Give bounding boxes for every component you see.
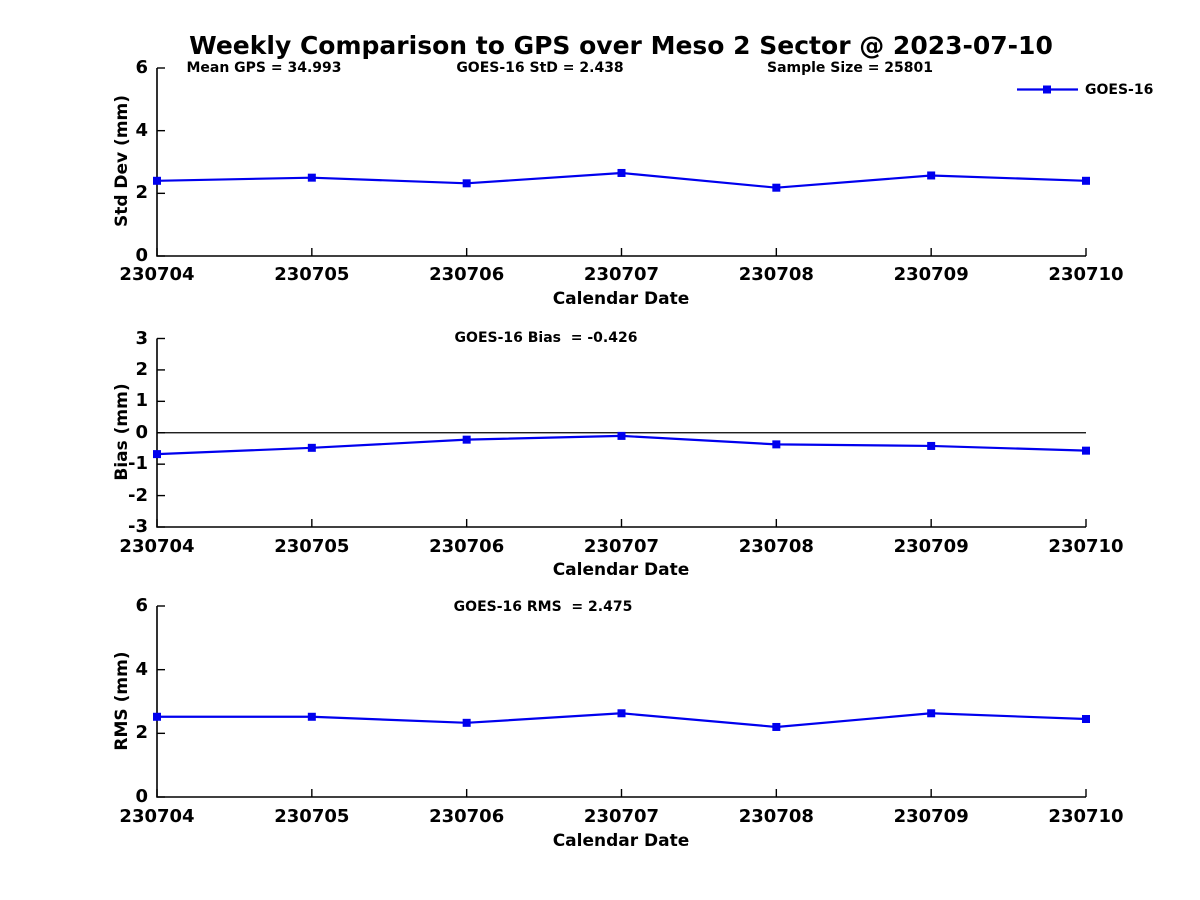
data-point-marker	[462, 179, 471, 188]
y-tick-label: 1	[135, 390, 148, 412]
data-point-marker	[153, 176, 161, 185]
stat-goes16-bias: GOES-16 Bias = -0.426	[454, 330, 638, 346]
x-axis-label-calendar-date: Calendar Date	[552, 831, 690, 851]
y-tick-label: 0	[135, 245, 148, 266]
x-tick-label: 230704	[119, 264, 195, 285]
legend: GOES-16	[1016, 82, 1166, 98]
x-tick-label: 230707	[583, 806, 660, 827]
x-tick-label: 230710	[1048, 264, 1124, 285]
data-point-marker	[927, 171, 936, 180]
x-tick-label: 230710	[1048, 536, 1124, 557]
x-tick-label: 230705	[274, 536, 350, 557]
data-point-marker	[1082, 715, 1090, 724]
legend-label: GOES-16	[1085, 82, 1154, 98]
x-tick-label: 230706	[429, 536, 505, 557]
data-point-marker	[462, 435, 471, 444]
stat-mean-gps: Mean GPS = 34.993	[186, 60, 342, 76]
chart-title: Weekly Comparison to GPS over Meso 2 Sec…	[189, 31, 1053, 60]
y-tick-label: 2	[135, 182, 148, 204]
data-point-marker	[153, 450, 161, 459]
x-tick-label: 230710	[1048, 806, 1124, 827]
y-tick-label: 6	[135, 595, 148, 616]
data-point-marker	[617, 709, 626, 718]
y-tick-label: 2	[135, 358, 148, 380]
data-point-marker	[772, 183, 781, 192]
data-point-marker	[153, 712, 161, 721]
y-tick-label: 4	[135, 119, 148, 141]
x-tick-label: 230708	[738, 806, 814, 827]
x-tick-label: 230704	[119, 536, 195, 557]
x-tick-label: 230705	[274, 264, 350, 285]
x-tick-label: 230707	[583, 264, 660, 285]
data-point-marker	[307, 173, 316, 182]
legend-marker-icon	[1043, 85, 1051, 94]
x-tick-label: 230706	[429, 806, 505, 827]
axis-line	[156, 68, 1086, 257]
data-point-marker	[307, 443, 316, 452]
data-point-marker	[1082, 446, 1090, 455]
data-point-marker	[307, 712, 316, 721]
stat-goes16-rms: GOES-16 RMS = 2.475	[453, 599, 633, 615]
y-tick-label: -1	[128, 453, 148, 475]
data-point-marker	[772, 722, 781, 731]
data-point-marker	[927, 441, 936, 450]
y-tick-label: 3	[135, 327, 148, 349]
legend-line-swatch	[1017, 85, 1078, 94]
x-tick-label: 230704	[119, 806, 195, 827]
x-axis-label-calendar-date: Calendar Date	[552, 560, 690, 580]
y-tick-label: -3	[128, 516, 148, 537]
data-point-marker	[462, 718, 471, 727]
x-tick-label: 230709	[893, 806, 969, 827]
x-tick-label: 230708	[738, 264, 814, 285]
x-tick-label: 230709	[893, 264, 969, 285]
axis-line	[156, 606, 1086, 798]
y-tick-label: 0	[135, 786, 148, 807]
stat-sample-size: Sample Size = 25801	[766, 60, 934, 76]
data-point-marker	[617, 431, 626, 440]
data-point-marker	[1082, 176, 1090, 185]
x-tick-label: 230709	[893, 536, 969, 557]
stat-goes16-std: GOES-16 StD = 2.438	[456, 60, 624, 76]
x-tick-label: 230707	[583, 536, 660, 557]
x-tick-label: 230708	[738, 536, 814, 557]
x-axis-label-calendar-date: Calendar Date	[552, 289, 690, 309]
y-axis-label-stddev: Std Dev (mm)	[112, 94, 132, 228]
y-tick-label: 0	[135, 421, 148, 443]
y-tick-label: 6	[135, 57, 148, 78]
x-tick-label: 230706	[429, 264, 505, 285]
y-tick-label: -2	[128, 484, 148, 506]
data-point-marker	[772, 440, 781, 449]
x-tick-label: 230705	[274, 806, 350, 827]
data-point-marker	[617, 168, 626, 177]
y-tick-label: 4	[135, 658, 148, 680]
data-point-marker	[927, 709, 936, 718]
y-tick-label: 2	[135, 722, 148, 744]
